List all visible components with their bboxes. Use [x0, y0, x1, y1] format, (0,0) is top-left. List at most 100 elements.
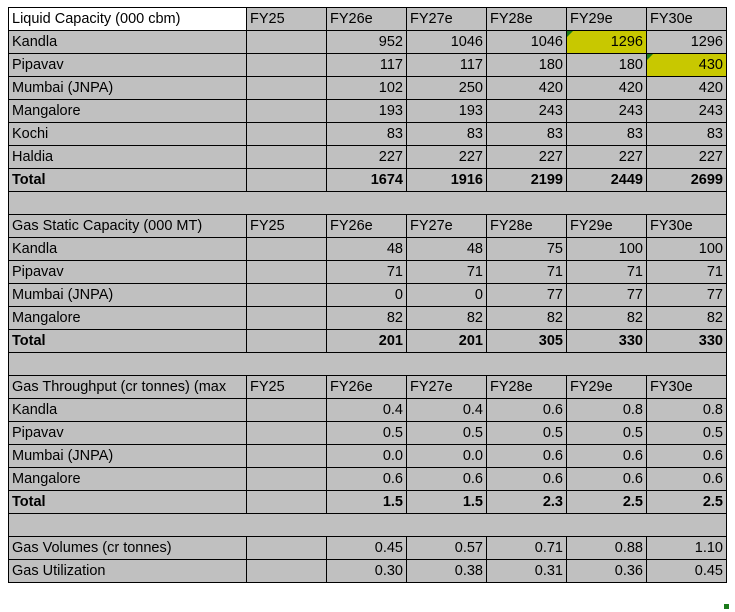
total-value-cell[interactable]: 330 [566, 329, 647, 353]
value-cell[interactable]: 71 [326, 260, 407, 284]
value-cell[interactable]: 243 [646, 99, 727, 123]
total-value-cell[interactable] [246, 490, 327, 514]
value-cell[interactable]: 193 [326, 99, 407, 123]
value-cell[interactable] [246, 99, 327, 123]
empty-cell[interactable] [486, 513, 567, 537]
year-header-cell[interactable]: FY27e [406, 214, 487, 238]
total-value-cell[interactable]: 1916 [406, 168, 487, 192]
empty-cell[interactable] [566, 513, 647, 537]
value-cell[interactable]: 71 [406, 260, 487, 284]
year-header-cell[interactable]: FY25 [246, 214, 327, 238]
value-cell[interactable]: 0 [406, 283, 487, 307]
highlighted-value-cell[interactable]: 430 [646, 53, 727, 77]
row-label-cell[interactable]: Kandla [8, 398, 247, 422]
value-cell[interactable] [246, 260, 327, 284]
value-cell[interactable]: 420 [646, 76, 727, 100]
value-cell[interactable] [246, 237, 327, 261]
empty-cell[interactable] [8, 352, 247, 376]
year-header-cell[interactable]: FY30e [646, 214, 727, 238]
value-cell[interactable]: 82 [566, 306, 647, 330]
value-cell[interactable]: 420 [486, 76, 567, 100]
empty-cell[interactable] [326, 513, 407, 537]
value-cell[interactable]: 0.6 [486, 398, 567, 422]
value-cell[interactable]: 243 [566, 99, 647, 123]
value-cell[interactable] [246, 76, 327, 100]
value-cell[interactable]: 0.30 [326, 559, 407, 583]
row-label-cell[interactable]: Gas Utilization [8, 559, 247, 583]
value-cell[interactable]: 0.6 [566, 467, 647, 491]
year-header-cell[interactable]: FY29e [566, 7, 647, 31]
empty-cell[interactable] [326, 191, 407, 215]
value-cell[interactable]: 83 [326, 122, 407, 146]
total-value-cell[interactable]: 2449 [566, 168, 647, 192]
value-cell[interactable] [246, 421, 327, 445]
row-label-cell[interactable]: Kochi [8, 122, 247, 146]
row-label-cell[interactable]: Mangalore [8, 467, 247, 491]
section-title-cell[interactable]: Gas Static Capacity (000 MT) [8, 214, 247, 238]
value-cell[interactable]: 0.31 [486, 559, 567, 583]
row-label-cell[interactable]: Mangalore [8, 306, 247, 330]
value-cell[interactable] [246, 283, 327, 307]
value-cell[interactable]: 82 [646, 306, 727, 330]
value-cell[interactable]: 0.36 [566, 559, 647, 583]
total-value-cell[interactable] [246, 168, 327, 192]
value-cell[interactable]: 0.8 [566, 398, 647, 422]
value-cell[interactable]: 117 [406, 53, 487, 77]
value-cell[interactable]: 71 [486, 260, 567, 284]
value-cell[interactable]: 952 [326, 30, 407, 54]
value-cell[interactable]: 0.45 [646, 559, 727, 583]
year-header-cell[interactable]: FY30e [646, 375, 727, 399]
total-label-cell[interactable]: Total [8, 329, 247, 353]
row-label-cell[interactable]: Mumbai (JNPA) [8, 283, 247, 307]
row-label-cell[interactable]: Mangalore [8, 99, 247, 123]
year-header-cell[interactable]: FY28e [486, 7, 567, 31]
value-cell[interactable]: 0.5 [566, 421, 647, 445]
value-cell[interactable]: 0.88 [566, 536, 647, 560]
year-header-cell[interactable]: FY27e [406, 375, 487, 399]
value-cell[interactable]: 0.71 [486, 536, 567, 560]
year-header-cell[interactable]: FY28e [486, 375, 567, 399]
empty-cell[interactable] [246, 513, 327, 537]
value-cell[interactable]: 0.6 [406, 467, 487, 491]
value-cell[interactable]: 75 [486, 237, 567, 261]
row-label-cell[interactable]: Haldia [8, 145, 247, 169]
total-label-cell[interactable]: Total [8, 490, 247, 514]
value-cell[interactable]: 77 [566, 283, 647, 307]
value-cell[interactable]: 83 [646, 122, 727, 146]
value-cell[interactable]: 0.57 [406, 536, 487, 560]
value-cell[interactable] [246, 30, 327, 54]
year-header-cell[interactable]: FY27e [406, 7, 487, 31]
value-cell[interactable]: 0.38 [406, 559, 487, 583]
value-cell[interactable]: 102 [326, 76, 407, 100]
empty-cell[interactable] [646, 513, 727, 537]
value-cell[interactable] [246, 467, 327, 491]
value-cell[interactable]: 100 [566, 237, 647, 261]
value-cell[interactable]: 0.6 [486, 467, 567, 491]
total-value-cell[interactable] [246, 329, 327, 353]
empty-cell[interactable] [8, 513, 247, 537]
value-cell[interactable]: 420 [566, 76, 647, 100]
value-cell[interactable]: 77 [486, 283, 567, 307]
row-label-cell[interactable]: Kandla [8, 30, 247, 54]
total-value-cell[interactable]: 2699 [646, 168, 727, 192]
highlighted-value-cell[interactable]: 1296 [566, 30, 647, 54]
value-cell[interactable]: 0.5 [326, 421, 407, 445]
value-cell[interactable] [246, 398, 327, 422]
empty-cell[interactable] [486, 191, 567, 215]
total-value-cell[interactable]: 1.5 [326, 490, 407, 514]
value-cell[interactable]: 82 [406, 306, 487, 330]
value-cell[interactable]: 48 [326, 237, 407, 261]
empty-cell[interactable] [8, 191, 247, 215]
value-cell[interactable]: 0 [326, 283, 407, 307]
value-cell[interactable]: 0.4 [326, 398, 407, 422]
value-cell[interactable]: 227 [566, 145, 647, 169]
value-cell[interactable]: 1.10 [646, 536, 727, 560]
total-value-cell[interactable]: 1.5 [406, 490, 487, 514]
empty-cell[interactable] [246, 191, 327, 215]
empty-cell[interactable] [646, 352, 727, 376]
value-cell[interactable]: 193 [406, 99, 487, 123]
year-header-cell[interactable]: FY26e [326, 375, 407, 399]
value-cell[interactable]: 180 [486, 53, 567, 77]
value-cell[interactable]: 71 [646, 260, 727, 284]
row-label-cell[interactable]: Gas Volumes (cr tonnes) [8, 536, 247, 560]
